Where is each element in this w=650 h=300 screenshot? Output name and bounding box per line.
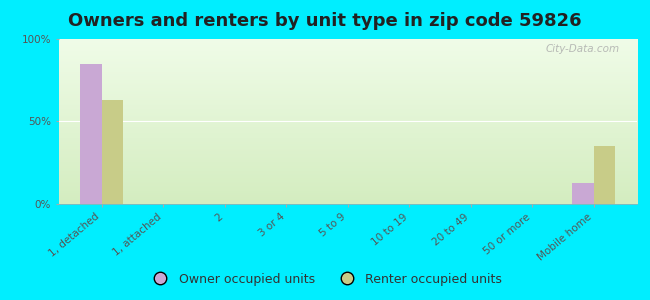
Bar [80,64,101,204]
Legend: Owner occupied units, Renter occupied units: Owner occupied units, Renter occupied un… [143,268,507,291]
Text: Owners and renters by unit type in zip code 59826: Owners and renters by unit type in zip c… [68,12,582,30]
Bar [594,146,616,204]
Text: City-Data.com: City-Data.com [545,44,619,54]
Bar [573,182,594,204]
Bar [101,100,123,204]
